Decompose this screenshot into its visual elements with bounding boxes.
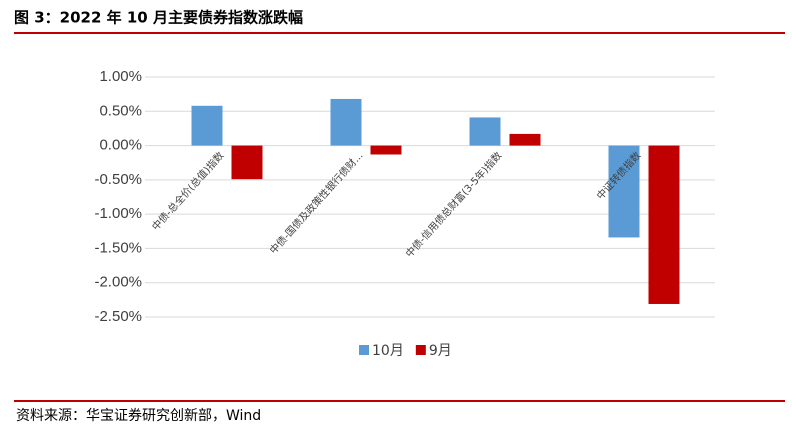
- legend-swatch: [415, 345, 426, 355]
- legend-swatch: [359, 345, 369, 355]
- x-tick-label: 中债-信用债总财富(3-5年)指数: [403, 149, 505, 260]
- y-tick-label: -0.50%: [94, 171, 142, 188]
- y-tick-label: 1.00%: [99, 68, 142, 85]
- page-title: 图 3：2022 年 10 月主要债券指数涨跌幅: [14, 9, 303, 27]
- bar: [370, 145, 402, 155]
- bar: [191, 105, 223, 146]
- y-tick-label: -1.50%: [94, 239, 142, 256]
- y-tick-label: -1.00%: [94, 205, 142, 222]
- legend-label: 9月: [429, 343, 452, 359]
- bar: [608, 145, 640, 238]
- y-tick-label: -2.50%: [94, 308, 142, 325]
- bar: [509, 133, 541, 146]
- y-tick-label: 0.50%: [99, 102, 142, 119]
- bar: [648, 145, 680, 304]
- x-tick-label: 中债-总全价(总值)指数: [149, 149, 227, 233]
- legend-label: 10月: [372, 343, 404, 359]
- bar: [231, 145, 263, 180]
- bar: [330, 98, 362, 146]
- bar: [469, 117, 501, 146]
- source-note: 资料来源：华宝证券研究创新部，Wind: [16, 408, 261, 424]
- y-tick-label: 0.00%: [99, 137, 142, 154]
- x-tick-label: 中债-国债及政策性银行债财...: [267, 149, 366, 257]
- y-tick-label: -2.00%: [94, 274, 142, 291]
